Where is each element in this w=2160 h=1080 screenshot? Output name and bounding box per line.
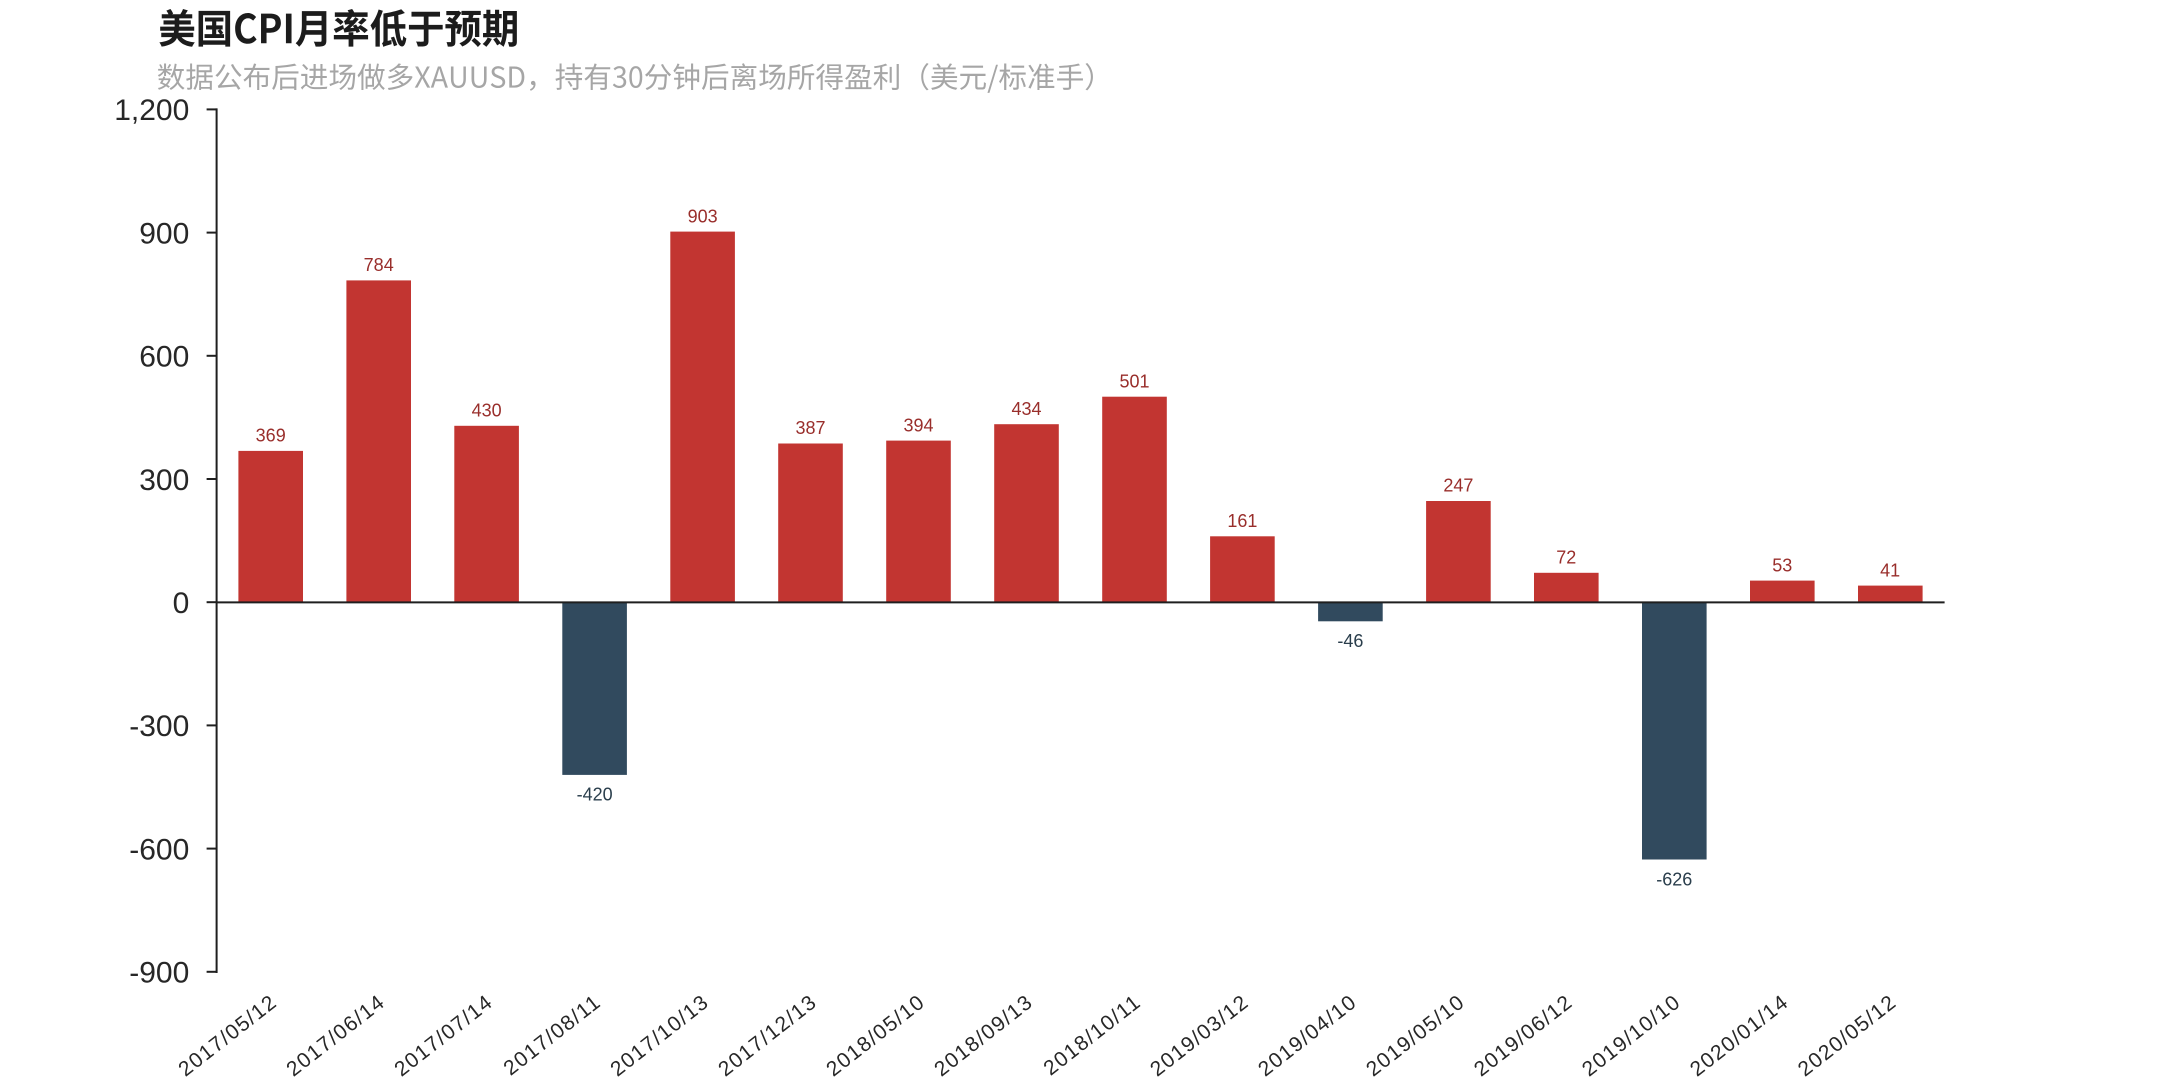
svg-text:600: 600 <box>139 341 189 374</box>
svg-text:300: 300 <box>139 464 189 497</box>
svg-text:784: 784 <box>364 255 394 275</box>
svg-text:387: 387 <box>795 418 825 438</box>
svg-text:-626: -626 <box>1656 869 1692 889</box>
svg-text:-600: -600 <box>129 833 189 866</box>
svg-text:-46: -46 <box>1337 631 1363 651</box>
svg-text:430: 430 <box>472 401 502 421</box>
svg-text:394: 394 <box>903 415 933 435</box>
svg-text:72: 72 <box>1556 548 1576 568</box>
svg-text:900: 900 <box>139 217 189 250</box>
svg-text:53: 53 <box>1772 555 1792 575</box>
svg-text:0: 0 <box>173 587 190 620</box>
svg-text:-300: -300 <box>129 710 189 743</box>
svg-text:903: 903 <box>688 206 718 226</box>
svg-text:41: 41 <box>1880 560 1900 580</box>
svg-text:-900: -900 <box>129 957 189 990</box>
svg-text:1,200: 1,200 <box>114 94 189 127</box>
svg-text:161: 161 <box>1227 511 1257 531</box>
svg-text:-420: -420 <box>577 785 613 805</box>
svg-text:369: 369 <box>256 426 286 446</box>
svg-text:434: 434 <box>1011 399 1041 419</box>
svg-text:501: 501 <box>1119 371 1149 391</box>
svg-text:247: 247 <box>1443 476 1473 496</box>
